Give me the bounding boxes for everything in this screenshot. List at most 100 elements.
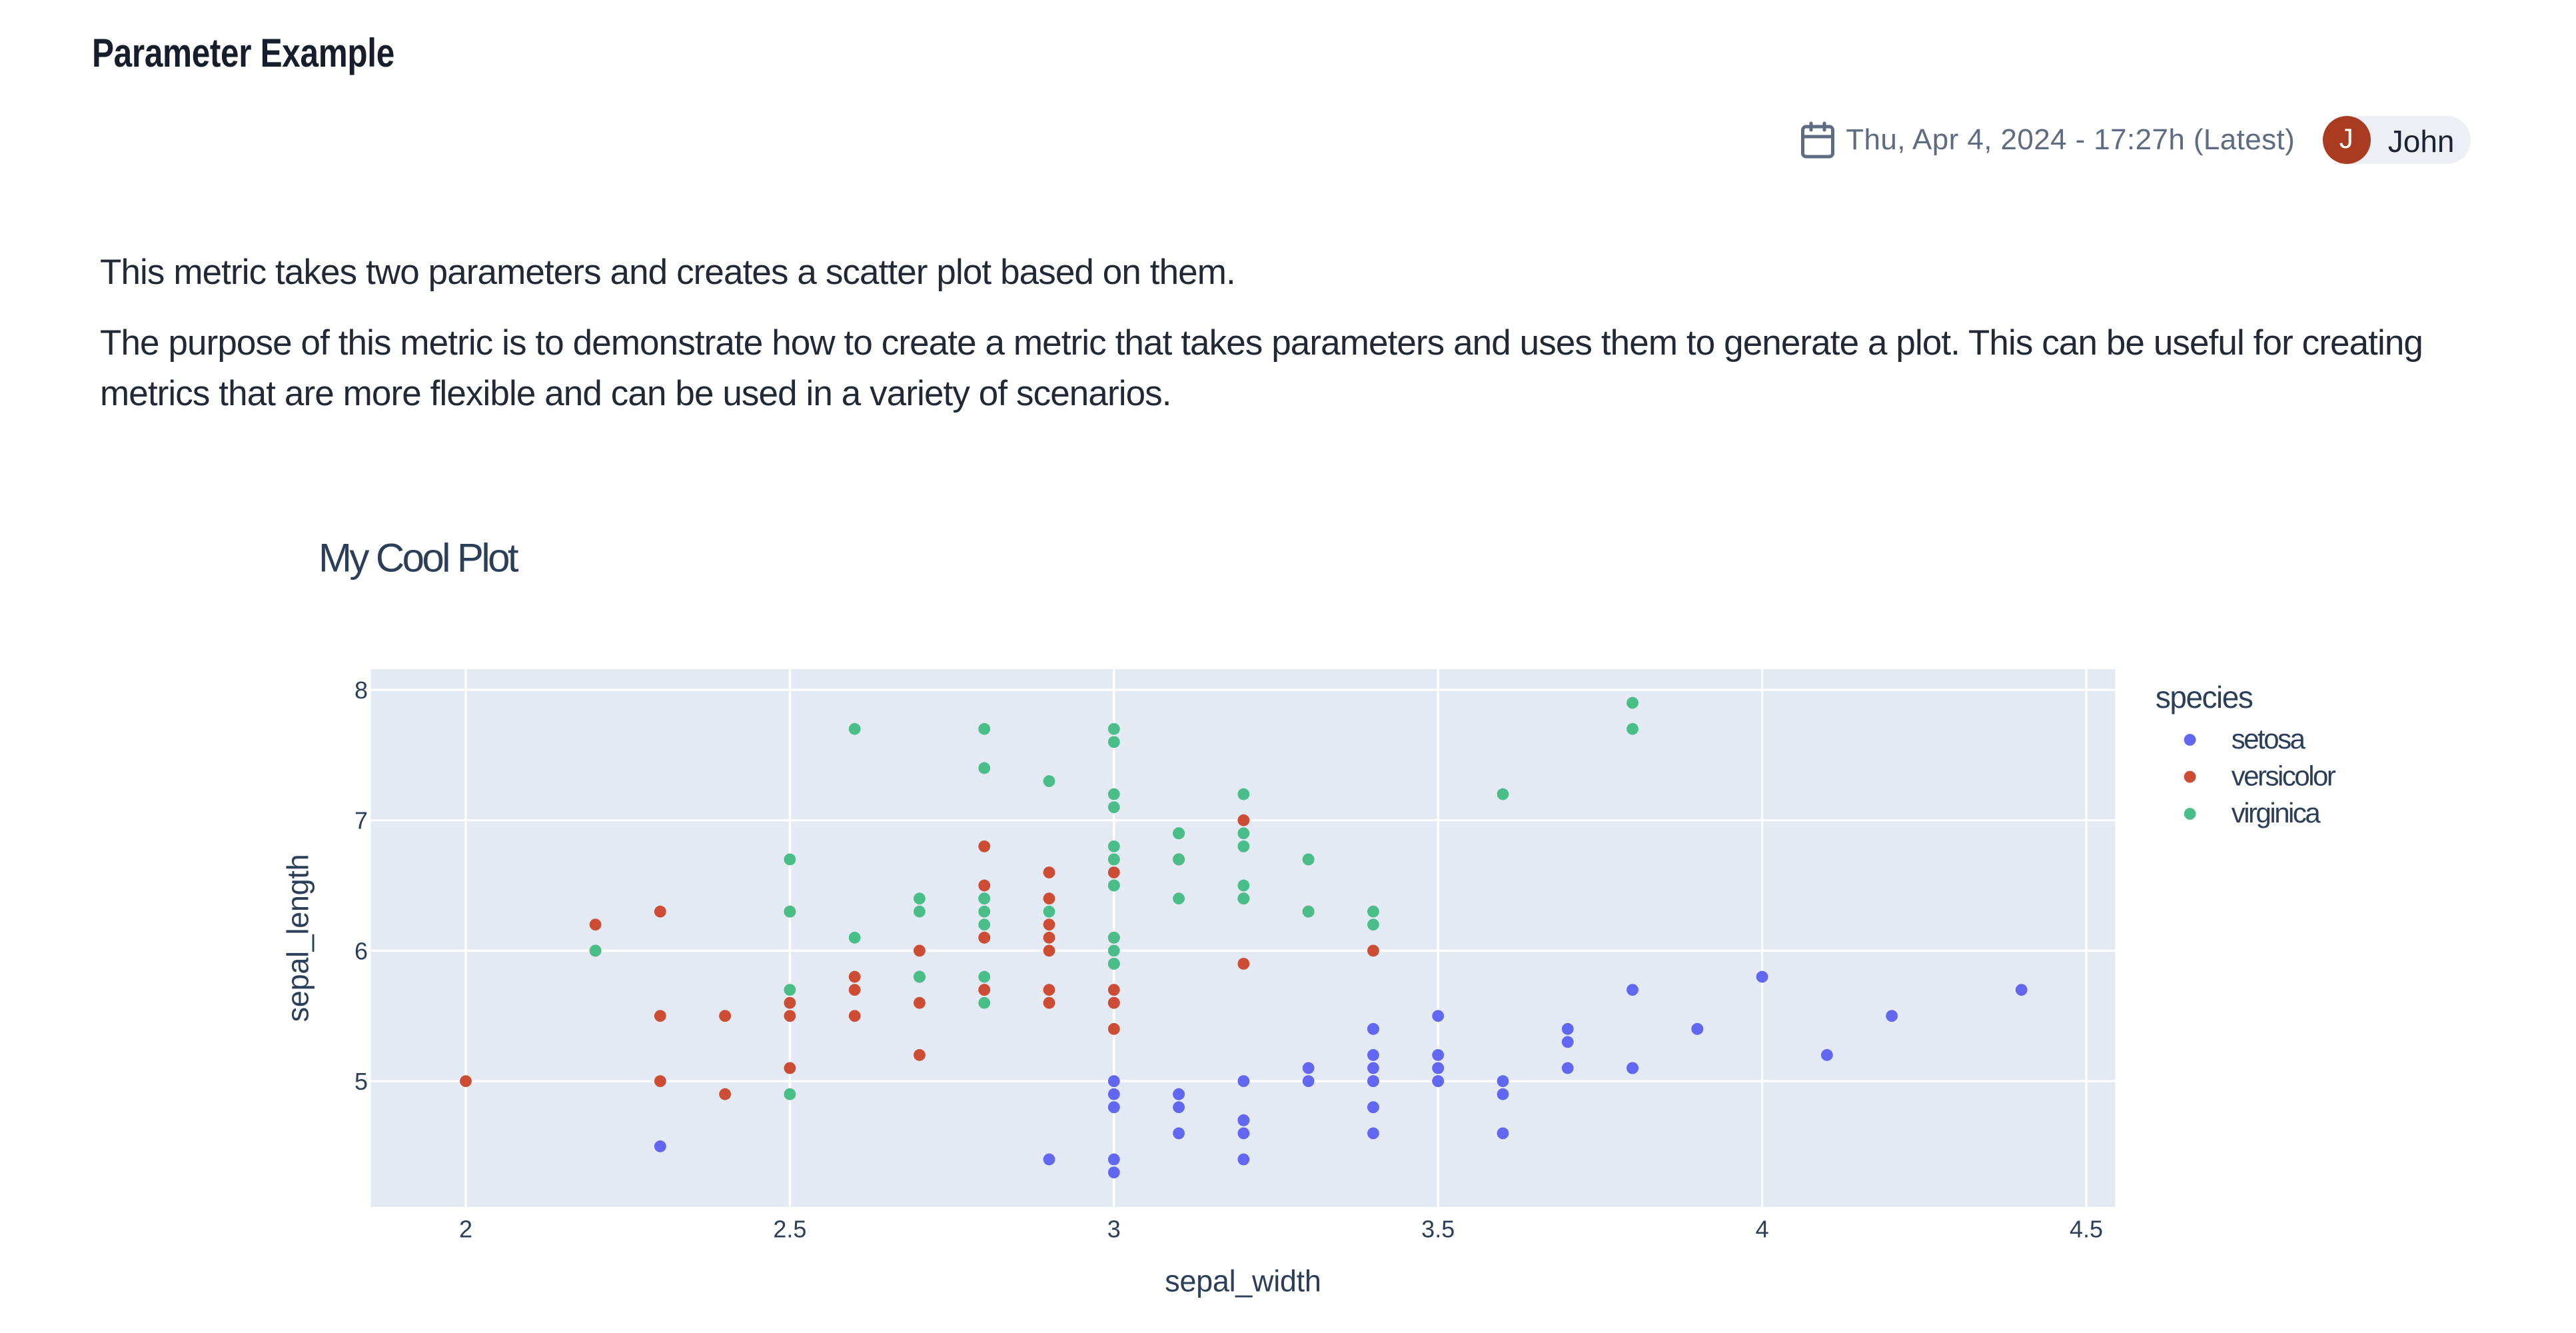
- legend-item-virginica[interactable]: virginica: [2184, 797, 2323, 828]
- scatter-point[interactable]: [1626, 722, 1638, 735]
- scatter-point[interactable]: [1043, 905, 1055, 918]
- scatter-point[interactable]: [1302, 1075, 1315, 1087]
- scatter-point[interactable]: [1626, 696, 1638, 709]
- scatter-point[interactable]: [1756, 970, 1768, 983]
- scatter-point[interactable]: [978, 722, 991, 735]
- scatter-point[interactable]: [1107, 944, 1120, 957]
- scatter-point[interactable]: [978, 762, 991, 774]
- scatter-point[interactable]: [654, 1075, 666, 1087]
- scatter-point[interactable]: [654, 1010, 666, 1022]
- scatter-point[interactable]: [784, 905, 796, 918]
- scatter-point[interactable]: [914, 892, 926, 905]
- scatter-point[interactable]: [784, 1062, 796, 1074]
- scatter-point[interactable]: [1173, 892, 1185, 905]
- scatter-point[interactable]: [848, 1010, 861, 1022]
- scatter-point[interactable]: [1497, 1127, 1509, 1140]
- scatter-point[interactable]: [978, 996, 991, 1009]
- scatter-point[interactable]: [848, 931, 861, 944]
- scatter-point[interactable]: [589, 918, 602, 931]
- scatter-point[interactable]: [1107, 866, 1120, 878]
- scatter-point[interactable]: [1237, 1153, 1250, 1166]
- scatter-point[interactable]: [1173, 853, 1185, 866]
- scatter-point[interactable]: [1107, 736, 1120, 748]
- scatter-point[interactable]: [1367, 1127, 1379, 1140]
- report-date[interactable]: Thu, Apr 4, 2024 - 17:27h (Latest): [1846, 122, 2295, 155]
- scatter-point[interactable]: [1107, 840, 1120, 852]
- scatter-point[interactable]: [978, 879, 991, 892]
- scatter-point[interactable]: [1107, 931, 1120, 944]
- scatter-point[interactable]: [1367, 1049, 1379, 1061]
- scatter-point[interactable]: [978, 970, 991, 983]
- scatter-point[interactable]: [1432, 1075, 1445, 1087]
- scatter-point[interactable]: [1367, 905, 1379, 918]
- scatter-point[interactable]: [1173, 827, 1185, 840]
- legend-item-setosa[interactable]: setosa: [2184, 723, 2307, 754]
- scatter-point[interactable]: [1107, 879, 1120, 892]
- scatter-point[interactable]: [1237, 827, 1250, 840]
- scatter-point[interactable]: [1173, 1101, 1185, 1114]
- scatter-point[interactable]: [978, 892, 991, 905]
- scatter-point[interactable]: [1237, 1114, 1250, 1126]
- scatter-point[interactable]: [978, 918, 991, 931]
- scatter-point[interactable]: [914, 1049, 926, 1061]
- scatter-point[interactable]: [848, 984, 861, 996]
- scatter-point[interactable]: [1107, 1075, 1120, 1087]
- scatter-point[interactable]: [1367, 944, 1379, 957]
- scatter-point[interactable]: [1173, 1127, 1185, 1140]
- scatter-point[interactable]: [654, 1140, 666, 1152]
- scatter-point[interactable]: [1107, 958, 1120, 970]
- scatter-point[interactable]: [1367, 918, 1379, 931]
- scatter-point[interactable]: [1107, 1166, 1120, 1178]
- legend-item-versicolor[interactable]: versicolor: [2184, 760, 2337, 792]
- scatter-point[interactable]: [1043, 931, 1055, 944]
- scatter-point[interactable]: [914, 970, 926, 983]
- scatter-point[interactable]: [1497, 1088, 1509, 1100]
- scatter-point[interactable]: [1561, 1036, 1574, 1048]
- plot-area[interactable]: [370, 669, 2116, 1207]
- scatter-point[interactable]: [1107, 788, 1120, 800]
- scatter-point[interactable]: [784, 984, 796, 996]
- scatter-point[interactable]: [1043, 996, 1055, 1009]
- scatter-point[interactable]: [784, 1088, 796, 1100]
- scatter-point[interactable]: [1043, 918, 1055, 931]
- scatter-point[interactable]: [784, 996, 796, 1009]
- scatter-point[interactable]: [1886, 1010, 1898, 1022]
- scatter-point[interactable]: [1432, 1062, 1445, 1074]
- scatter-point[interactable]: [1561, 1062, 1574, 1074]
- scatter-point[interactable]: [784, 1010, 796, 1022]
- scatter-point[interactable]: [1302, 1062, 1315, 1074]
- scatter-point[interactable]: [1302, 905, 1315, 918]
- scatter-point[interactable]: [848, 722, 861, 735]
- scatter-point[interactable]: [1367, 1101, 1379, 1114]
- scatter-point[interactable]: [978, 840, 991, 852]
- scatter-point[interactable]: [978, 931, 991, 944]
- scatter-point[interactable]: [1626, 984, 1638, 996]
- scatter-chart[interactable]: My Cool Plot 2 2.5 3 3.5 4 4.5 5 6 7 8 sepal_width s…: [0, 507, 2576, 1333]
- scatter-point[interactable]: [1497, 788, 1509, 800]
- scatter-point[interactable]: [1043, 892, 1055, 905]
- scatter-point[interactable]: [1107, 1088, 1120, 1100]
- scatter-point[interactable]: [1043, 984, 1055, 996]
- scatter-point[interactable]: [1107, 996, 1120, 1009]
- scatter-point[interactable]: [1107, 722, 1120, 735]
- scatter-point[interactable]: [1107, 801, 1120, 814]
- scatter-point[interactable]: [1237, 958, 1250, 970]
- scatter-point[interactable]: [848, 970, 861, 983]
- scatter-point[interactable]: [1432, 1049, 1445, 1061]
- scatter-point[interactable]: [1432, 1010, 1445, 1022]
- scatter-point[interactable]: [1107, 1022, 1120, 1035]
- scatter-point[interactable]: [914, 944, 926, 957]
- scatter-point[interactable]: [589, 944, 602, 957]
- scatter-point[interactable]: [654, 905, 666, 918]
- scatter-point[interactable]: [1237, 788, 1250, 800]
- scatter-point[interactable]: [1367, 1062, 1379, 1074]
- scatter-point[interactable]: [784, 853, 796, 866]
- user-chip[interactable]: J John: [2322, 115, 2470, 163]
- scatter-point[interactable]: [1237, 840, 1250, 852]
- scatter-point[interactable]: [1043, 944, 1055, 957]
- scatter-point[interactable]: [1367, 1022, 1379, 1035]
- scatter-point[interactable]: [1497, 1075, 1509, 1087]
- scatter-point[interactable]: [1561, 1022, 1574, 1035]
- scatter-point[interactable]: [1107, 1101, 1120, 1114]
- scatter-point[interactable]: [2015, 984, 2028, 996]
